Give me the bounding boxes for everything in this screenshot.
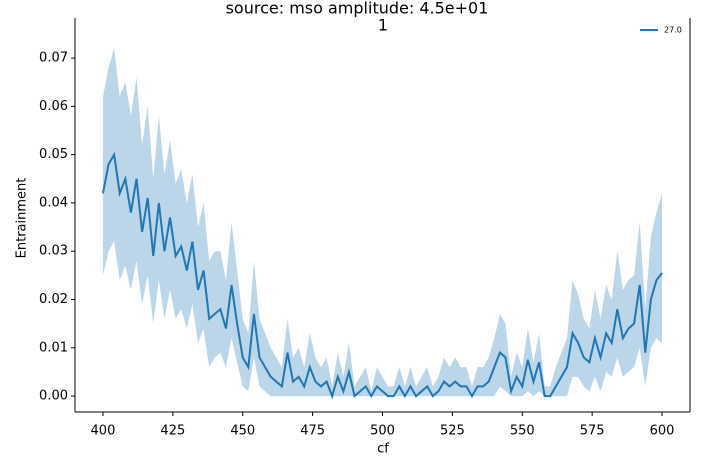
- x-tick-label: 525: [440, 424, 465, 439]
- legend-label: 27.0: [664, 26, 682, 35]
- x-tick-label: 400: [91, 424, 116, 439]
- x-tick-label: 450: [230, 424, 255, 439]
- x-tick-label: 500: [370, 424, 395, 439]
- x-axis-label: cf: [377, 442, 389, 457]
- y-tick-label: 0.05: [39, 147, 68, 162]
- chart-subtitle: 1: [378, 16, 388, 35]
- y-tick-label: 0.07: [39, 51, 68, 66]
- x-tick-label: 575: [580, 424, 605, 439]
- y-tick-label: 0.03: [39, 244, 68, 259]
- y-tick-label: 0.04: [39, 195, 68, 210]
- y-tick-label: 0.06: [39, 99, 68, 114]
- y-tick-label: 0.02: [39, 292, 68, 307]
- line: [101, 151, 663, 400]
- y-tick-label: 0.01: [39, 340, 68, 355]
- y-axis-label: Entrainment: [15, 178, 30, 259]
- x-tick-label: 600: [650, 424, 675, 439]
- x-tick-label: 475: [300, 424, 325, 439]
- chart-title: source: mso amplitude: 4.5e+01: [226, 0, 489, 18]
- error-band: [102, 48, 663, 397]
- y-tick-label: 0.00: [39, 389, 68, 404]
- x-tick-label: 550: [510, 424, 535, 439]
- x-tick-label: 425: [160, 424, 185, 439]
